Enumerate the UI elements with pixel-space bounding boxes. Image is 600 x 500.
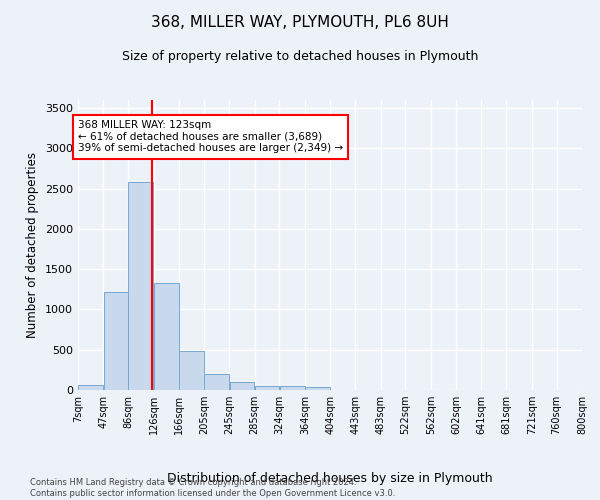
Text: Distribution of detached houses by size in Plymouth: Distribution of detached houses by size …	[167, 472, 493, 485]
Text: 368, MILLER WAY, PLYMOUTH, PL6 8UH: 368, MILLER WAY, PLYMOUTH, PL6 8UH	[151, 15, 449, 30]
Bar	[154, 283, 179, 390]
Text: Size of property relative to detached houses in Plymouth: Size of property relative to detached ho…	[122, 50, 478, 63]
Bar	[204, 374, 229, 390]
Bar	[305, 387, 330, 390]
Bar	[280, 386, 305, 390]
Text: Contains HM Land Registry data © Crown copyright and database right 2024.
Contai: Contains HM Land Registry data © Crown c…	[30, 478, 395, 498]
Bar	[104, 292, 128, 390]
Bar	[179, 350, 203, 390]
Y-axis label: Number of detached properties: Number of detached properties	[26, 152, 40, 338]
Text: 368 MILLER WAY: 123sqm
← 61% of detached houses are smaller (3,689)
39% of semi-: 368 MILLER WAY: 123sqm ← 61% of detached…	[78, 120, 343, 154]
Bar	[230, 382, 254, 390]
Bar	[255, 386, 279, 390]
Bar	[78, 385, 103, 390]
Bar	[128, 182, 154, 390]
